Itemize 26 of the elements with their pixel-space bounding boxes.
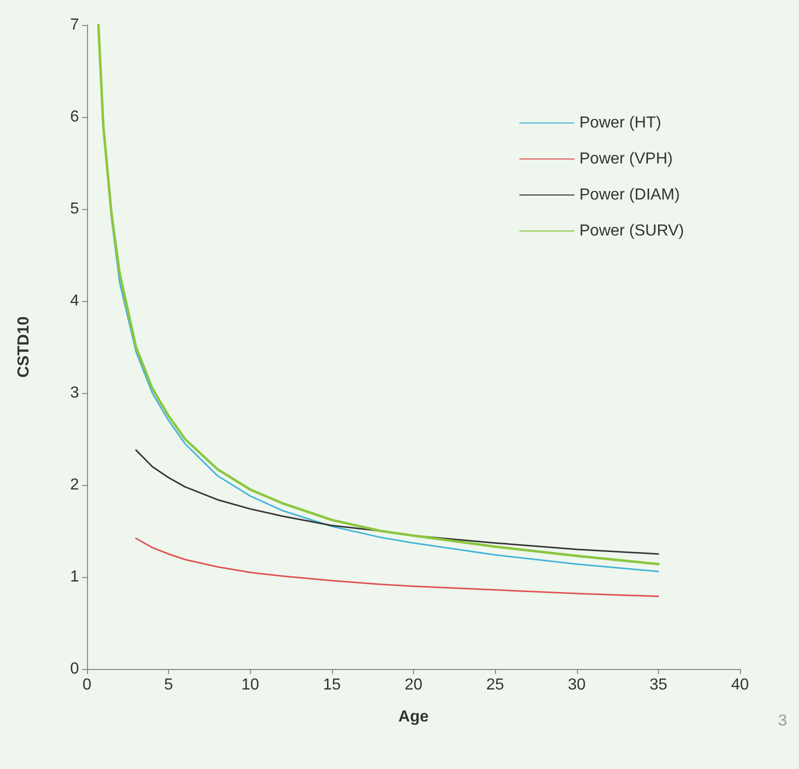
- x-tick-label: 20: [404, 676, 422, 694]
- y-tick-label: 1: [70, 568, 80, 586]
- x-tick-label: 30: [568, 676, 586, 694]
- y-tick-label: 3: [70, 384, 80, 402]
- y-tick-label: 0: [70, 660, 80, 678]
- x-tick-label: 10: [241, 676, 260, 694]
- y-tick-label: 6: [70, 108, 80, 126]
- legend-label: Power (SURV): [579, 222, 684, 240]
- legend-label: Power (DIAM): [579, 186, 680, 204]
- x-tick-label: 5: [164, 676, 174, 694]
- x-tick-label: 25: [486, 676, 504, 694]
- legend-label: Power (HT): [579, 114, 662, 132]
- y-tick-label: 4: [70, 292, 80, 310]
- x-axis-title: Age: [398, 708, 429, 726]
- line-series: [135, 449, 660, 555]
- y-tick-label: 2: [70, 476, 80, 494]
- legend-label: Power (VPH): [579, 150, 673, 168]
- text: 3: [778, 712, 788, 730]
- x-tick-label: 40: [731, 676, 749, 694]
- y-tick-label: 7: [70, 16, 80, 34]
- y-axis-title: CSTD10: [16, 316, 32, 378]
- line-series: [135, 538, 660, 598]
- x-tick-label: 15: [322, 676, 341, 694]
- y-tick-label: 5: [70, 200, 80, 218]
- x-tick-label: 35: [649, 676, 668, 694]
- x-tick-label: 0: [82, 676, 92, 694]
